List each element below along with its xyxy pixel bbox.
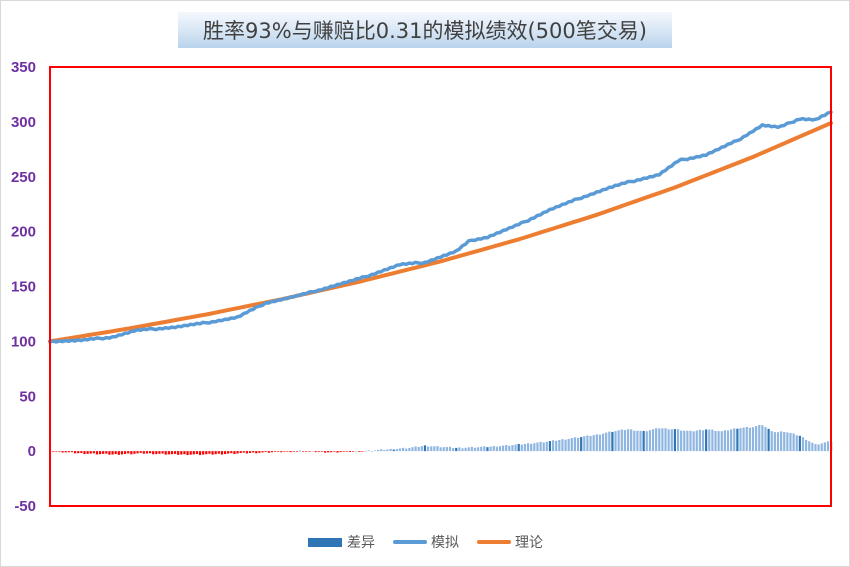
legend-bar-swatch-icon bbox=[308, 537, 342, 547]
legend-label: 模拟 bbox=[431, 535, 459, 551]
chart-title-box: 胜率93%与赚赔比0.31的模拟绩效(500笔交易) bbox=[178, 12, 672, 48]
y-tick-label: 250 bbox=[11, 169, 36, 186]
y-tick-label: -50 bbox=[14, 498, 36, 515]
legend-line-swatch-icon bbox=[393, 540, 427, 544]
y-tick-label: 350 bbox=[11, 59, 36, 76]
legend-line-swatch-icon bbox=[477, 540, 511, 544]
theory-line bbox=[48, 121, 833, 344]
y-tick-label: 50 bbox=[19, 388, 36, 405]
y-tick-label: 0 bbox=[28, 443, 36, 460]
y-tick-label: 150 bbox=[11, 279, 36, 296]
y-tick-label: 100 bbox=[11, 333, 36, 350]
legend-item-difference[interactable]: 差异 bbox=[308, 532, 375, 552]
y-tick-label: 300 bbox=[11, 114, 36, 131]
legend-item-simulation[interactable]: 模拟 bbox=[393, 532, 459, 552]
legend: 差异 模拟 理论 bbox=[308, 532, 561, 552]
legend-item-theory[interactable]: 理论 bbox=[477, 532, 543, 552]
legend-label: 理论 bbox=[515, 535, 543, 551]
plot-area-border bbox=[49, 66, 832, 507]
chart-title: 胜率93%与赚赔比0.31的模拟绩效(500笔交易) bbox=[203, 19, 647, 43]
y-tick-label: 200 bbox=[11, 224, 36, 241]
difference-bars bbox=[49, 424, 833, 456]
legend-label: 差异 bbox=[347, 535, 375, 551]
simulation-line bbox=[48, 110, 833, 344]
y-axis-ticks: 350 300 250 200 150 100 50 0 -50 bbox=[11, 59, 36, 515]
